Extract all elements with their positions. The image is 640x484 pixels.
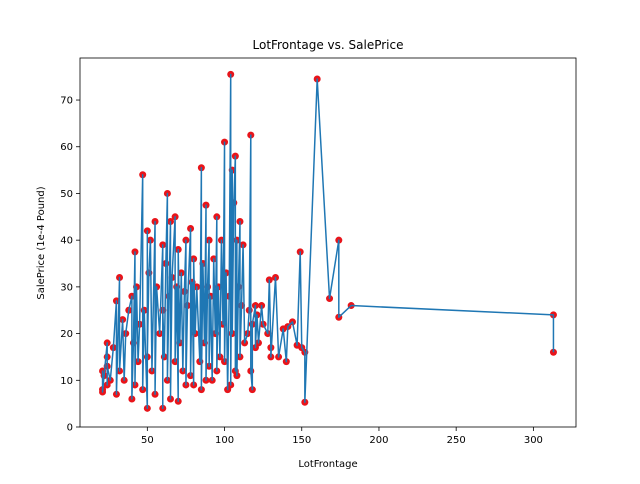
- y-tick-label: 0: [67, 423, 73, 434]
- chart-title: LotFrontage vs. SalePrice: [253, 38, 404, 52]
- y-tick-label: 40: [60, 236, 73, 247]
- line: [101, 73, 555, 410]
- y-tick-label: 70: [60, 96, 73, 107]
- plot-frame: [79, 57, 577, 428]
- y-axis-label: SalePrice (1e-4 Pound): [36, 186, 47, 299]
- x-tick-label: 150: [292, 435, 311, 446]
- x-tick-label: 100: [215, 435, 234, 446]
- y-tick-label: 10: [60, 376, 73, 387]
- x-tick-label: 250: [447, 435, 466, 446]
- x-tick-label: 50: [141, 435, 154, 446]
- y-tick-label: 60: [60, 142, 73, 153]
- x-tick-label: 200: [369, 435, 388, 446]
- y-tick-label: 50: [60, 189, 73, 200]
- y-tick-label: 20: [60, 329, 73, 340]
- y-tick-label: 30: [60, 282, 73, 293]
- x-axis-label: LotFrontage: [298, 459, 357, 470]
- x-tick-label: 300: [524, 435, 543, 446]
